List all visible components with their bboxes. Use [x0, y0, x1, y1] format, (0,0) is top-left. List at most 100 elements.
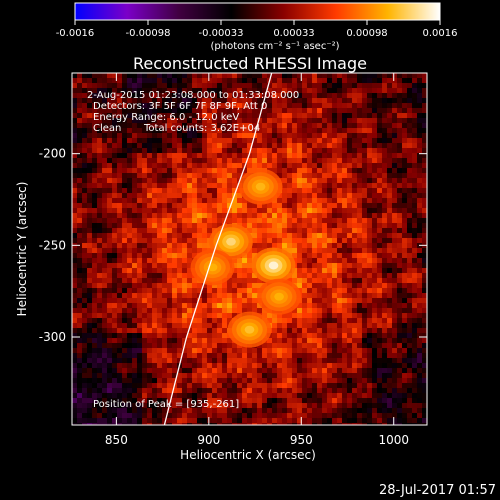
heatmap-cell: [227, 283, 233, 289]
heatmap-cell: [367, 188, 373, 194]
heatmap-cell: [302, 333, 308, 339]
heatmap-cell: [312, 123, 318, 129]
heatmap-cell: [247, 293, 253, 299]
heatmap-cell: [232, 293, 238, 299]
heatmap-cell: [282, 83, 288, 89]
heatmap-cell: [187, 403, 193, 409]
heatmap-cell: [302, 273, 308, 279]
heatmap-cell: [412, 258, 418, 264]
heatmap-cell: [267, 113, 273, 119]
heatmap-cell: [167, 103, 173, 109]
heatmap-cell: [167, 113, 173, 119]
heatmap-cell: [327, 183, 333, 189]
heatmap-cell: [172, 113, 178, 119]
heatmap-cell: [412, 193, 418, 199]
heatmap-cell: [237, 278, 243, 284]
heatmap-cell: [252, 98, 258, 104]
heatmap-cell: [237, 298, 243, 304]
heatmap-cell: [112, 128, 118, 134]
heatmap-cell: [367, 413, 373, 419]
heatmap-cell: [247, 153, 253, 159]
heatmap-cell: [277, 158, 283, 164]
heatmap-cell: [402, 113, 408, 119]
heatmap-cell: [192, 158, 198, 164]
heatmap-cell: [357, 88, 363, 94]
heatmap-cell: [167, 228, 173, 234]
heatmap-cell: [112, 83, 118, 89]
heatmap-cell: [107, 293, 113, 299]
heatmap-cell: [137, 78, 143, 84]
heatmap-cell: [77, 303, 83, 309]
heatmap-cell: [397, 198, 403, 204]
heatmap-cell: [327, 133, 333, 139]
heatmap-cell: [357, 133, 363, 139]
heatmap-cell: [417, 273, 423, 279]
heatmap-cell: [407, 403, 413, 409]
colorbar-tick-label: -0.00098: [126, 28, 171, 39]
heatmap-cell: [122, 158, 128, 164]
heatmap-cell: [412, 358, 418, 364]
heatmap-cell: [402, 238, 408, 244]
heatmap-cell: [137, 268, 143, 274]
heatmap-cell: [297, 193, 303, 199]
heatmap-cell: [162, 153, 168, 159]
heatmap-cell: [87, 288, 93, 294]
heatmap-cell: [297, 408, 303, 414]
heatmap-cell: [337, 153, 343, 159]
heatmap-cell: [407, 318, 413, 324]
heatmap-cell: [362, 183, 368, 189]
heatmap-cell: [412, 143, 418, 149]
heatmap-cell: [137, 218, 143, 224]
heatmap-cell: [82, 78, 88, 84]
heatmap-cell: [82, 118, 88, 124]
heatmap-cell: [202, 293, 208, 299]
heatmap-cell: [347, 183, 353, 189]
heatmap-cell: [72, 373, 78, 379]
heatmap-cell: [347, 328, 353, 334]
heatmap-cell: [117, 148, 123, 154]
heatmap-cell: [72, 238, 78, 244]
heatmap-cell: [77, 258, 83, 264]
heatmap-cell: [307, 213, 313, 219]
heatmap-cell: [397, 168, 403, 174]
heatmap-cell: [207, 223, 213, 229]
heatmap-cell: [117, 143, 123, 149]
heatmap-cell: [162, 393, 168, 399]
heatmap-cell: [382, 278, 388, 284]
heatmap-cell: [412, 273, 418, 279]
heatmap-cell: [207, 93, 213, 99]
heatmap-cell: [97, 288, 103, 294]
heatmap-cell: [292, 78, 298, 84]
heatmap-cell: [317, 378, 323, 384]
heatmap-cell: [147, 278, 153, 284]
heatmap-cell: [92, 353, 98, 359]
heatmap-cell: [112, 318, 118, 324]
heatmap-cell: [157, 273, 163, 279]
heatmap-cell: [282, 388, 288, 394]
heatmap-cell: [292, 328, 298, 334]
heatmap-cell: [142, 233, 148, 239]
heatmap-cell: [392, 128, 398, 134]
heatmap-cell: [137, 388, 143, 394]
heatmap-cell: [232, 348, 238, 354]
heatmap-cell: [357, 373, 363, 379]
heatmap-cell: [257, 218, 263, 224]
heatmap-cell: [132, 168, 138, 174]
heatmap-cell: [327, 233, 333, 239]
heatmap-cell: [357, 298, 363, 304]
heatmap-cell: [87, 93, 93, 99]
heatmap-cell: [357, 303, 363, 309]
heatmap-cell: [247, 118, 253, 124]
heatmap-cell: [387, 123, 393, 129]
heatmap-cell: [202, 288, 208, 294]
heatmap-cell: [257, 148, 263, 154]
heatmap-cell: [412, 398, 418, 404]
colorbar: -0.0016 -0.00098 -0.00033 0.00033 0.00098 0.0…: [56, 2, 458, 52]
heatmap-cell: [357, 123, 363, 129]
heatmap-cell: [112, 103, 118, 109]
heatmap-cell: [302, 73, 308, 79]
heatmap-cell: [317, 78, 323, 84]
heatmap-cell: [407, 213, 413, 219]
heatmap-cell: [412, 408, 418, 414]
heatmap-cell: [77, 218, 83, 224]
